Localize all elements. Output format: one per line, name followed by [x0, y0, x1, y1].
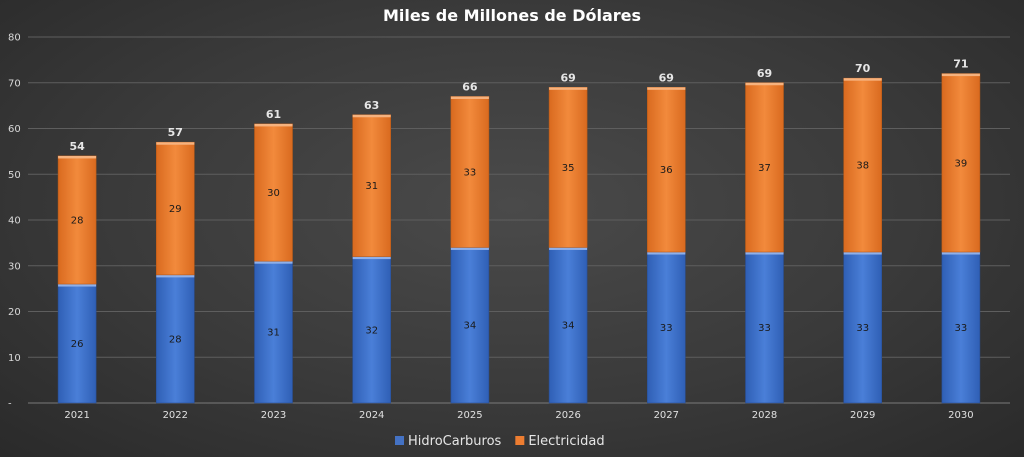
data-label: 29 — [169, 204, 182, 215]
bar-electricidad-2022 — [156, 141, 195, 276]
bar-top-highlight — [58, 155, 97, 159]
total-label: 69 — [560, 71, 575, 84]
x-tick-label: 2029 — [850, 410, 875, 421]
legend-swatch-hidrocarburos — [395, 436, 404, 445]
bar-top-highlight — [647, 87, 686, 90]
y-tick-label: 60 — [8, 124, 21, 135]
bar-top-highlight — [58, 284, 97, 287]
data-label: 33 — [464, 167, 477, 178]
x-axis: 2021 2022 2023 2024 2025 2026 2027 2028 2029 2030 — [64, 410, 973, 421]
bar-top-highlight — [549, 247, 588, 250]
bar-electricidad-2030 — [941, 73, 981, 253]
x-tick-label: 2024 — [359, 410, 384, 421]
legend-label: Electricidad — [528, 434, 604, 449]
total-label: 66 — [462, 80, 478, 93]
bar-hidrocarburos-2028 — [745, 251, 784, 404]
bar-hidrocarburos-2021 — [57, 283, 97, 404]
bar-hidrocarburos-2029 — [843, 251, 883, 404]
legend: HidroCarburos Electricidad — [395, 434, 605, 449]
data-label: 34 — [464, 321, 477, 332]
x-tick-label: 2023 — [261, 410, 286, 421]
x-tick-label: 2022 — [163, 410, 188, 421]
bar-top-highlight — [745, 82, 784, 86]
bar-top-highlight — [941, 252, 980, 255]
data-label: 36 — [660, 165, 673, 176]
bar-top-highlight — [450, 96, 489, 99]
bar-electricidad-2025 — [450, 96, 490, 248]
bar-hidrocarburos-2027 — [646, 251, 686, 404]
bar-top-highlight — [156, 274, 195, 278]
total-label: 63 — [364, 99, 379, 112]
data-label: 33 — [758, 323, 771, 334]
data-label: 31 — [365, 181, 378, 192]
data-label: 32 — [365, 325, 378, 336]
y-axis: - 10 20 30 40 50 60 70 80 — [8, 33, 21, 410]
bar-top-highlight — [254, 123, 293, 127]
bar-hidrocarburos-2025 — [450, 247, 490, 404]
bar-hidrocarburos-2023 — [254, 260, 293, 404]
bar-top-highlight — [745, 252, 784, 255]
bar-top-highlight — [450, 247, 489, 250]
bar-top-highlight — [352, 256, 391, 260]
y-tick-label: 10 — [8, 353, 21, 364]
data-label: 33 — [856, 323, 869, 334]
data-label: 34 — [562, 321, 575, 332]
x-tick-label: 2021 — [64, 410, 89, 421]
x-tick-label: 2026 — [555, 410, 580, 421]
data-label: 26 — [71, 339, 84, 350]
bars: 26 28 54 28 29 57 31 30 61 32 31 63 34 33 66 34 35 69 33 36… — [57, 58, 981, 404]
y-tick-label: 40 — [8, 216, 21, 227]
total-label: 70 — [855, 62, 871, 75]
bar-electricidad-2026 — [548, 87, 588, 248]
x-tick-label: 2028 — [752, 410, 777, 421]
bar-top-highlight — [941, 73, 980, 77]
y-tick-label: 50 — [8, 170, 21, 181]
data-label: 33 — [955, 323, 968, 334]
total-label: 61 — [266, 108, 281, 121]
data-label: 35 — [562, 163, 575, 174]
data-label: 28 — [71, 216, 84, 227]
data-label: 31 — [267, 328, 280, 339]
legend-swatch-electricidad — [515, 436, 525, 445]
bar-top-highlight — [156, 142, 195, 145]
chart-title: Miles de Millones de Dólares — [383, 6, 641, 25]
bar-electricidad-2023 — [254, 123, 293, 262]
bar-electricidad-2028 — [745, 82, 784, 253]
y-tick-label: 30 — [8, 261, 21, 272]
x-tick-label: 2025 — [457, 410, 482, 421]
bar-electricidad-2021 — [57, 155, 97, 285]
bar-top-highlight — [549, 87, 588, 90]
total-label: 69 — [659, 71, 674, 84]
bar-hidrocarburos-2030 — [941, 251, 981, 404]
data-label: 33 — [660, 323, 673, 334]
bar-electricidad-2027 — [646, 87, 686, 253]
data-label: 39 — [955, 158, 968, 169]
bar-electricidad-2024 — [352, 114, 392, 257]
bar-top-highlight — [254, 261, 293, 264]
total-label: 54 — [69, 140, 85, 153]
bar-top-highlight — [647, 252, 686, 255]
bar-electricidad-2029 — [843, 77, 883, 253]
legend-label: HidroCarburos — [408, 434, 502, 449]
data-label: 28 — [169, 334, 182, 345]
bar-hidrocarburos-2022 — [156, 274, 195, 404]
y-tick-label: 70 — [8, 78, 21, 89]
y-tick-label: 80 — [8, 33, 21, 44]
bar-top-highlight — [352, 114, 391, 118]
total-label: 57 — [168, 126, 183, 139]
data-label: 37 — [758, 163, 771, 174]
data-label: 38 — [856, 161, 869, 172]
y-tick-label: 20 — [8, 307, 21, 318]
bar-top-highlight — [843, 252, 882, 255]
total-label: 69 — [757, 67, 772, 80]
x-tick-label: 2030 — [948, 410, 973, 421]
y-tick-label: - — [8, 399, 12, 410]
total-label: 71 — [953, 58, 968, 71]
data-label: 30 — [267, 188, 280, 199]
x-tick-label: 2027 — [654, 410, 679, 421]
bar-top-highlight — [843, 78, 882, 81]
